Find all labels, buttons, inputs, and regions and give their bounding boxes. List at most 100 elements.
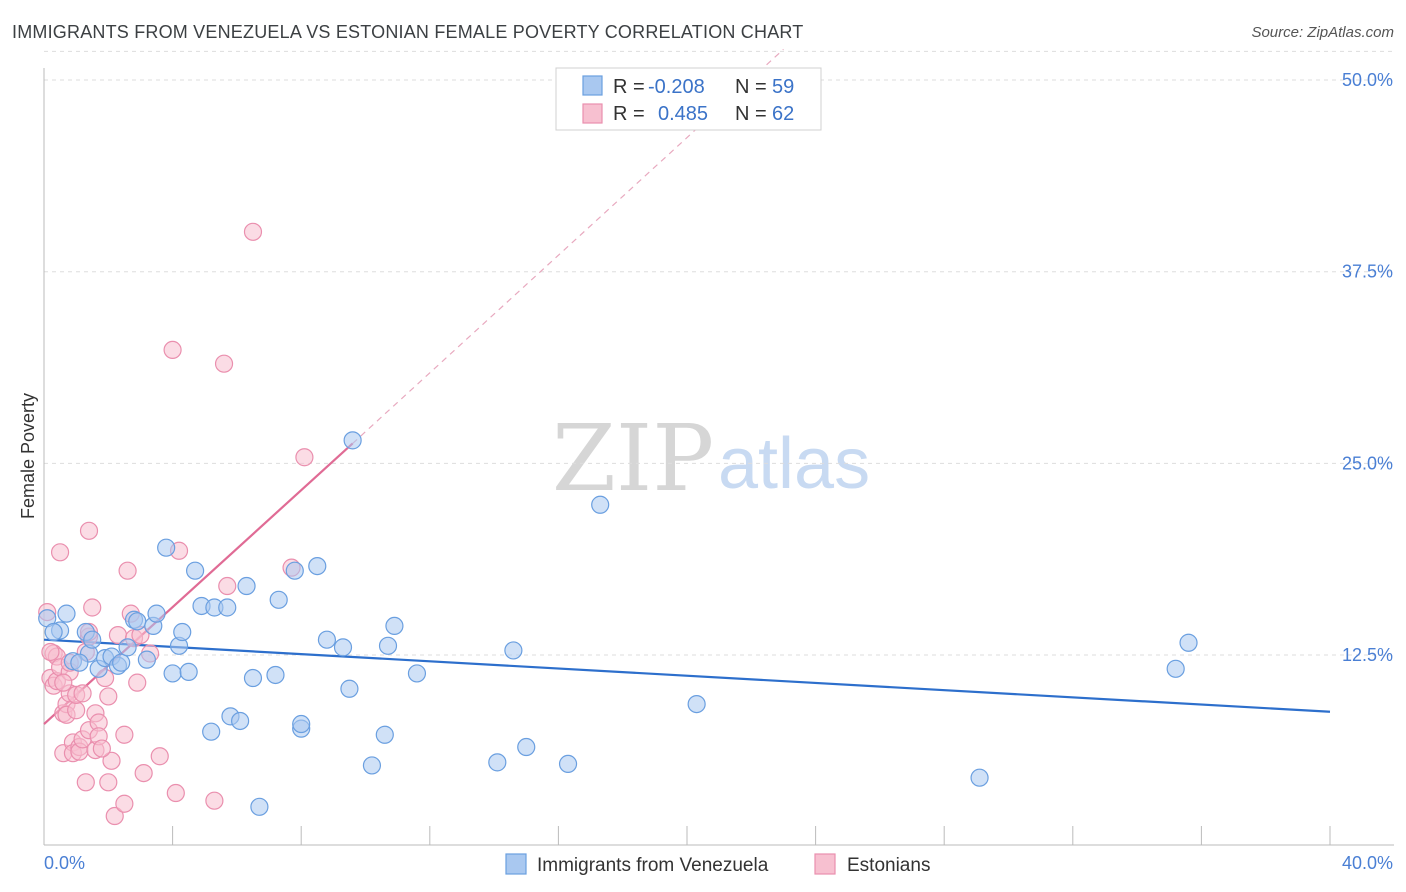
point-venezuela-19 (163, 664, 182, 683)
chart-source: Source: ZipAtlas.com (1251, 24, 1394, 41)
point-venezuela-14 (128, 612, 147, 631)
point-venezuela-17 (147, 604, 166, 623)
point-venezuela-29 (231, 711, 250, 731)
point-estonians-49 (163, 340, 182, 359)
tick-labels: 12.5% 25.0% 37.5% 50.0% 0.0% 40.0% (44, 70, 1393, 873)
stats-legend: R = -0.208 N = 59 R = 0.485 N = 62 (555, 67, 822, 131)
x-tick-label-max: 40.0% (1342, 853, 1393, 873)
point-venezuela-18 (157, 538, 176, 557)
point-estonians-54 (218, 576, 237, 596)
legend-r-label-pink: R = (613, 103, 645, 125)
point-venezuela-40 (333, 638, 353, 657)
point-venezuela-23 (186, 561, 205, 580)
point-estonians-17 (67, 701, 86, 720)
legend-r-value-pink: 0.485 (658, 103, 708, 125)
point-venezuela-52 (591, 495, 610, 514)
legend-n-value-pink: 62 (772, 103, 794, 125)
point-estonians-40 (115, 725, 134, 744)
point-estonians-45 (128, 673, 147, 692)
point-venezuela-47 (407, 664, 427, 683)
watermark-atlas: atlas (718, 424, 870, 504)
point-venezuela-53 (687, 694, 706, 714)
series-legend: Immigrants from Venezuela Estonians (505, 853, 930, 876)
y-tick-label-0: 12.5% (1342, 645, 1393, 665)
trend-lines (43, 48, 1331, 725)
trend-line-venezuela (43, 638, 1331, 713)
watermark-zip: ZIP (552, 405, 714, 512)
trend-line-estonians (43, 442, 354, 725)
point-estonians-55 (243, 222, 263, 241)
legend-n-label-pink: N = (735, 103, 767, 125)
point-venezuela-34 (269, 590, 288, 609)
point-venezuela-44 (375, 725, 394, 744)
x-tick-label-min: 0.0% (44, 853, 85, 873)
point-venezuela-21 (173, 622, 192, 642)
legend-r-value-blue: -0.208 (648, 76, 705, 98)
axes (43, 68, 1394, 846)
legend-blue-swatch (582, 75, 603, 96)
point-estonians-38 (105, 806, 124, 826)
point-estonians-37 (102, 751, 121, 770)
point-venezuela-2 (57, 604, 76, 623)
point-venezuela-25 (202, 722, 221, 741)
point-venezuela-37 (292, 714, 311, 734)
point-estonians-48 (150, 747, 169, 766)
legend-n-value-blue: 59 (772, 76, 794, 98)
point-estonians-53 (214, 354, 234, 373)
legend-r-label-blue: R = (613, 76, 645, 98)
point-venezuela-48 (488, 753, 507, 772)
point-estonians-47 (134, 763, 153, 783)
point-venezuela-45 (378, 636, 398, 655)
point-estonians-36 (99, 773, 118, 792)
point-venezuela-43 (362, 756, 382, 775)
point-venezuela-12 (118, 638, 137, 657)
point-venezuela-33 (266, 665, 285, 685)
point-estonians-35 (99, 687, 118, 706)
point-venezuela-22 (179, 662, 198, 682)
grid-lines (44, 50, 1394, 656)
point-estonians-41 (115, 794, 134, 813)
point-venezuela-58 (70, 653, 89, 672)
point-venezuela-57 (44, 622, 63, 642)
point-venezuela-46 (385, 616, 404, 636)
point-venezuela-27 (218, 598, 237, 617)
point-estonians-58 (41, 642, 60, 662)
point-venezuela-39 (317, 630, 337, 649)
point-estonians-24 (76, 773, 95, 792)
legend-n-label-blue: N = (735, 76, 767, 98)
point-estonians-29 (83, 598, 102, 617)
point-estonians-42 (118, 561, 137, 580)
point-venezuela-31 (243, 668, 263, 688)
point-venezuela-30 (237, 576, 256, 596)
point-venezuela-32 (250, 797, 269, 816)
point-venezuela-55 (1166, 659, 1185, 678)
watermark: ZIP atlas (552, 405, 870, 512)
bottom-legend-pink-swatch (814, 853, 836, 875)
point-estonians-7 (50, 543, 70, 562)
point-venezuela-41 (340, 679, 359, 698)
point-estonians-59 (54, 673, 73, 692)
point-venezuela-6 (83, 630, 102, 649)
legend-pink-swatch (582, 103, 603, 124)
point-estonians-50 (166, 783, 185, 803)
point-venezuela-54 (970, 768, 989, 787)
point-venezuela-42 (343, 431, 362, 450)
point-venezuela-35 (285, 561, 304, 580)
point-estonians-28 (79, 521, 99, 540)
bottom-legend-estonians: Estonians (847, 855, 930, 876)
point-venezuela-15 (137, 650, 156, 669)
point-venezuela-56 (1179, 633, 1198, 652)
point-estonians-22 (73, 684, 92, 703)
y-tick-label-3: 50.0% (1342, 70, 1393, 90)
data-points (38, 222, 1198, 826)
point-estonians-52 (205, 791, 224, 810)
point-venezuela-51 (558, 754, 578, 774)
point-venezuela-49 (504, 641, 523, 660)
bottom-legend-venezuela: Immigrants from Venezuela (537, 855, 769, 876)
point-estonians-60 (92, 739, 111, 758)
point-venezuela-38 (308, 556, 327, 576)
point-estonians-57 (295, 448, 314, 467)
point-venezuela-11 (112, 653, 131, 672)
bottom-legend-blue-swatch (505, 853, 527, 875)
